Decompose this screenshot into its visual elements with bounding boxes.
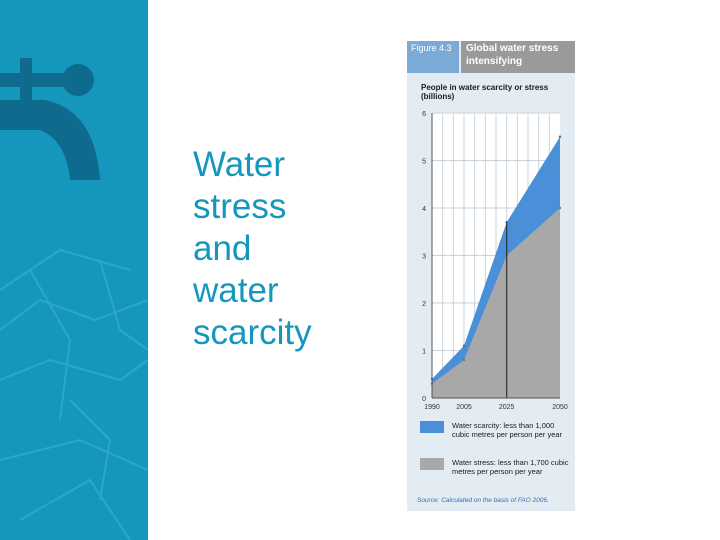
- y-tick-label: 1: [422, 349, 426, 356]
- y-tick-label: 5: [422, 159, 426, 166]
- title-line: and: [193, 229, 252, 268]
- title-line: scarcity: [193, 313, 312, 352]
- legend-swatch-scarcity: [420, 421, 444, 433]
- point-stress: [558, 206, 562, 210]
- legend-label-stress: Water stress: less than 1,700 cubic metr…: [452, 458, 569, 476]
- chart-axes: 0 1 2 3 4 5 6 1990 2005 2025 2050: [422, 111, 568, 411]
- legend-label-scarcity: Water scarcity: less than 1,000 cubic me…: [452, 421, 563, 439]
- area-chart: 0 1 2 3 4 5 6 1990 2005 2025 2050: [422, 111, 568, 411]
- x-tick-label: 2005: [456, 404, 472, 411]
- y-tick-label: 0: [422, 396, 426, 403]
- area-series-stress: [432, 208, 560, 398]
- chart-areas: [432, 136, 560, 398]
- chart-title: People in water scarcity or stress (bill…: [421, 83, 549, 102]
- source-text: Calculated on the basis of FAO 2006.: [441, 497, 549, 504]
- x-tick-label: 2050: [552, 404, 568, 411]
- figure-title: Global water stress intensifying: [461, 41, 575, 73]
- legend-swatch-stress: [420, 458, 444, 470]
- title-line: stress: [193, 187, 287, 226]
- slide-title: Water stress and water scarcity: [193, 144, 393, 354]
- y-tick-label: 6: [422, 111, 426, 118]
- point-scarcity: [558, 135, 562, 138]
- point-stress: [462, 358, 466, 362]
- source-label: Source:: [417, 497, 440, 504]
- source-note: Source: Calculated on the basis of FAO 2…: [417, 497, 573, 504]
- y-tick-label: 4: [422, 206, 426, 213]
- sidebar-decoration: [0, 58, 148, 540]
- title-line: Water: [193, 145, 286, 184]
- title-line: water: [193, 271, 279, 310]
- point-scarcity: [462, 344, 466, 347]
- y-tick-label: 3: [422, 254, 426, 261]
- map-lines: [0, 248, 148, 540]
- x-tick-label: 1990: [424, 404, 440, 411]
- x-tick-label: 2025: [499, 404, 515, 411]
- y-tick-label: 2: [422, 301, 426, 308]
- water-tap-icon: [0, 58, 100, 180]
- figure-label: Figure 4.3: [407, 41, 459, 73]
- figure-header: Figure 4.3 Global water stress intensify…: [407, 41, 575, 73]
- sidebar-panel: [0, 0, 148, 540]
